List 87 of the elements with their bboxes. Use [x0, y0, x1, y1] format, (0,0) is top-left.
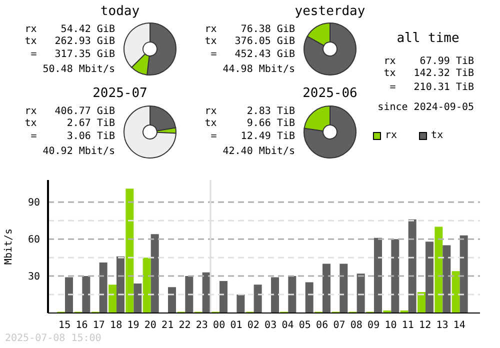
legend-label: tx	[431, 130, 444, 141]
text: 50.48 Mbit/s	[42, 63, 115, 77]
bar	[408, 219, 416, 313]
bar	[374, 238, 382, 313]
bar	[460, 235, 468, 313]
x-tick-label: 03	[264, 320, 277, 332]
bar	[271, 277, 279, 313]
bar	[442, 245, 451, 313]
bar	[305, 282, 314, 313]
x-tick-label: 10	[384, 320, 397, 332]
x-tick-label: 04	[282, 320, 294, 332]
bar	[185, 276, 194, 313]
text: all time	[396, 30, 460, 48]
x-tick-label: 08	[350, 320, 362, 332]
text: 42.40 Mbit/s	[222, 145, 295, 159]
x-tick-label: 17	[92, 320, 105, 332]
y-axis-title: Mbit/s	[4, 228, 15, 265]
text: 40.92 Mbit/s	[42, 145, 115, 159]
bar	[134, 283, 142, 313]
text: rx 406.77 GiB	[24, 105, 115, 118]
bar	[220, 280, 228, 313]
text: tx 2.67 TiB	[24, 117, 115, 131]
bar	[288, 276, 296, 313]
x-tick-label: 12	[419, 320, 432, 332]
text: rx 76.38 GiB	[204, 23, 295, 36]
text: since 2024-09-05	[378, 101, 474, 115]
text: 44.98 Mbit/s	[222, 63, 295, 77]
x-tick-label: 06	[316, 320, 328, 332]
bar	[254, 284, 262, 313]
chart-title: 2025-06	[302, 86, 358, 101]
text: tx 9.66 TiB	[204, 117, 295, 131]
x-tick-label: 23	[196, 320, 208, 332]
bar	[236, 294, 245, 313]
bar	[82, 276, 90, 313]
bar	[142, 258, 151, 313]
chart-title: today	[99, 3, 141, 21]
x-tick-label: 18	[110, 320, 122, 332]
text: tx 142.32 TiB	[384, 67, 474, 81]
text: tx 262.93 GiB	[24, 35, 115, 49]
x-tick-label: 20	[144, 320, 156, 332]
y-tick-label: 60	[28, 234, 40, 246]
x-tick-label: 05	[298, 320, 311, 332]
x-tick-label: 14	[453, 320, 466, 332]
x-tick-label: 09	[368, 320, 380, 332]
donut-slice	[304, 22, 356, 76]
chart-title: 2025-07	[92, 85, 148, 103]
donut-slice	[304, 106, 356, 158]
text: rx 2.83 TiB	[204, 105, 295, 118]
x-tick-label: 21	[162, 320, 174, 332]
x-tick-label: 13	[436, 320, 448, 332]
bar	[126, 188, 134, 313]
text: = 12.49 TiB	[210, 130, 295, 144]
text: rx 54.42 GiB	[24, 23, 115, 36]
bar	[116, 256, 124, 313]
bar	[65, 277, 73, 313]
text: = 317.35 GiB	[30, 48, 115, 62]
text: tx 376.05 GiB	[204, 35, 295, 49]
y-tick-label: 90	[28, 198, 40, 209]
bar	[340, 264, 348, 313]
bar	[168, 287, 176, 313]
x-tick-label: 22	[178, 320, 191, 332]
legend-label: rx	[385, 130, 398, 141]
y-tick-label: 30	[28, 272, 40, 283]
x-tick-label: 16	[76, 320, 88, 332]
x-tick-label: 01	[230, 320, 242, 332]
x-tick-label: 02	[247, 320, 260, 332]
donut-slice	[124, 106, 176, 158]
text: = 452.43 GiB	[210, 48, 295, 62]
bar	[452, 271, 460, 313]
bar	[418, 292, 426, 313]
x-tick-label: 11	[402, 320, 414, 332]
bar	[150, 234, 159, 313]
text: = 3.06 TiB	[30, 130, 115, 144]
bar	[391, 239, 400, 313]
x-tick-label: 00	[213, 320, 226, 332]
bar	[356, 274, 365, 313]
bar	[99, 262, 108, 313]
x-tick-label: 15	[58, 320, 71, 332]
text: = 210.31 TiB	[388, 81, 474, 95]
bar	[108, 284, 116, 313]
bar	[426, 242, 434, 313]
chart-title: yesterday	[294, 3, 366, 21]
text: rx 67.99 TiB	[384, 55, 474, 68]
x-tick-label: 19	[127, 320, 140, 332]
x-tick-label: 07	[333, 320, 346, 332]
bar	[322, 264, 330, 313]
bar	[434, 226, 443, 313]
